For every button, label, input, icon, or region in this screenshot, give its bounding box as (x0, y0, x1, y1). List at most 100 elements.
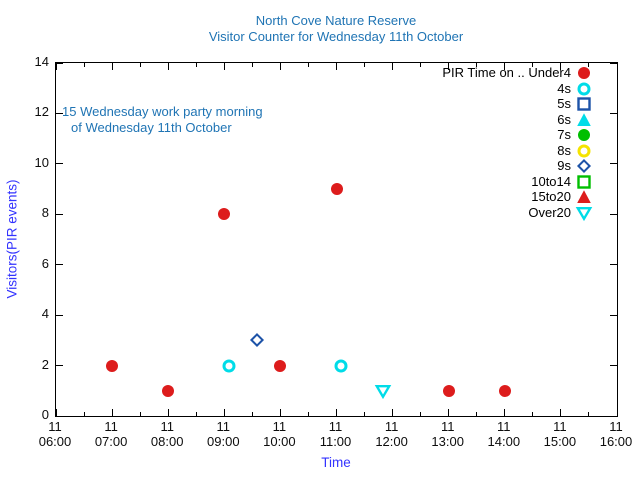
y-major-tick-right (610, 264, 617, 266)
data-point-Under4 (328, 180, 346, 198)
x-major-tick-bottom (392, 409, 394, 416)
circle-filled-icon (575, 126, 593, 144)
triangle-up-filled-glyph (577, 112, 591, 126)
x-tick-label: 11 15:00 (532, 419, 588, 449)
x-minor-tick-bottom (308, 412, 309, 416)
x-major-tick-top (392, 63, 394, 70)
x-minor-tick-top (364, 63, 366, 67)
circle-open-icon (575, 80, 593, 98)
triangle-down-open-glyph (375, 384, 392, 399)
circle-filled-glyph (578, 129, 590, 141)
data-point-Under4 (496, 382, 514, 400)
x-tick-time: 09:00 (207, 434, 240, 449)
y-major-tick-right (610, 365, 617, 367)
x-axis-label: Time (321, 455, 351, 470)
data-point-Under4 (159, 382, 177, 400)
x-minor-tick-top (476, 63, 478, 67)
y-tick-label: 12 (34, 104, 49, 120)
data-point-9s (248, 331, 266, 349)
circle-filled-glyph (106, 359, 119, 372)
y-major-tick-left (56, 213, 63, 215)
x-minor-tick-top (420, 63, 422, 67)
data-point-Under4 (440, 382, 458, 400)
data-point-4s (220, 357, 238, 375)
x-major-tick-top (336, 63, 337, 70)
legend-label-8s: 8s (557, 142, 571, 158)
legend-label-6s: 6s (557, 111, 571, 127)
data-point-Under4 (103, 357, 121, 375)
x-tick-time: 14:00 (487, 434, 521, 449)
triangle-up-filled-glyph (577, 190, 591, 203)
legend-label-5s: 5s (557, 96, 571, 111)
circle-open-icon (575, 142, 593, 160)
x-tick-date: 11 (328, 419, 343, 434)
x-tick-label: 11 11:00 (308, 419, 364, 449)
x-minor-tick-bottom (476, 412, 478, 416)
x-minor-tick-bottom (588, 412, 590, 416)
x-major-tick-top (55, 63, 57, 70)
y-tick-label: 0 (41, 407, 49, 422)
y-major-tick-right (610, 62, 617, 64)
triangle-down-open-icon (575, 204, 593, 222)
x-tick-time: 11:00 (319, 434, 352, 449)
square-open-icon (575, 173, 593, 191)
x-minor-tick-bottom (532, 412, 534, 416)
x-tick-time: 13:00 (431, 434, 464, 449)
circle-filled-glyph (330, 183, 343, 196)
x-major-tick-top (504, 63, 506, 70)
x-major-tick-top (167, 63, 169, 70)
x-major-tick-bottom (55, 409, 57, 416)
x-major-tick-bottom (279, 409, 281, 416)
data-point-Under4 (271, 357, 289, 375)
x-tick-date: 11 (497, 419, 511, 434)
chart-subtitle: Visitor Counter for Wednesday 11th Octob… (208, 29, 464, 44)
x-major-tick-bottom (336, 409, 337, 416)
x-major-tick-bottom (223, 409, 225, 416)
square-open-glyph (577, 97, 591, 111)
plot-area (55, 62, 618, 417)
x-minor-tick-bottom (251, 412, 253, 416)
chart-title: North Cove Nature Reserve (255, 13, 417, 28)
x-major-tick-bottom (504, 409, 506, 416)
circle-filled-glyph (162, 384, 175, 397)
legend-label-4s: 4s (557, 80, 571, 96)
x-tick-label: 11 12:00 (364, 419, 420, 449)
x-major-tick-bottom (167, 409, 169, 416)
x-major-tick-bottom (448, 409, 450, 416)
y-major-tick-left (56, 415, 63, 417)
circle-filled-glyph (442, 384, 455, 397)
x-tick-time: 16:00 (599, 434, 633, 449)
circle-filled-glyph (218, 208, 231, 221)
x-minor-tick-top (195, 63, 197, 67)
legend-label-15to20: 15to20 (531, 189, 571, 204)
x-tick-label: 11 13:00 (420, 419, 476, 449)
y-axis-label: Visitors(PIR events) (4, 179, 20, 299)
x-tick-date: 11 (160, 419, 174, 434)
diamond-open-icon (575, 157, 593, 175)
x-tick-label: 11 10:00 (251, 419, 307, 449)
x-major-tick-top (223, 63, 225, 70)
x-tick-time: 10:00 (263, 434, 296, 449)
x-major-tick-top (560, 63, 562, 70)
y-major-tick-left (56, 264, 63, 266)
x-tick-date: 11 (48, 419, 62, 434)
x-tick-label: 11 06:00 (27, 419, 83, 449)
y-tick-label: 14 (34, 54, 49, 69)
circle-open-glyph (577, 82, 591, 95)
y-major-tick-left (56, 112, 63, 114)
y-tick-label: 8 (41, 205, 49, 221)
x-major-tick-top (111, 63, 113, 70)
x-major-tick-bottom (111, 409, 113, 416)
annotation-line-1: 15 Wednesday work party morning (62, 104, 263, 120)
x-tick-time: 06:00 (38, 434, 72, 449)
y-tick-label: 6 (41, 255, 49, 271)
annotation-line-2: of Wednesday 11th October (71, 120, 232, 136)
x-minor-tick-top (308, 63, 309, 67)
legend-label-9s: 9s (557, 158, 571, 173)
y-major-tick-left (56, 314, 63, 316)
x-major-tick-top (616, 63, 618, 70)
circle-open-glyph (334, 359, 348, 373)
x-tick-time: 08:00 (150, 434, 184, 449)
circle-filled-glyph (274, 359, 287, 372)
